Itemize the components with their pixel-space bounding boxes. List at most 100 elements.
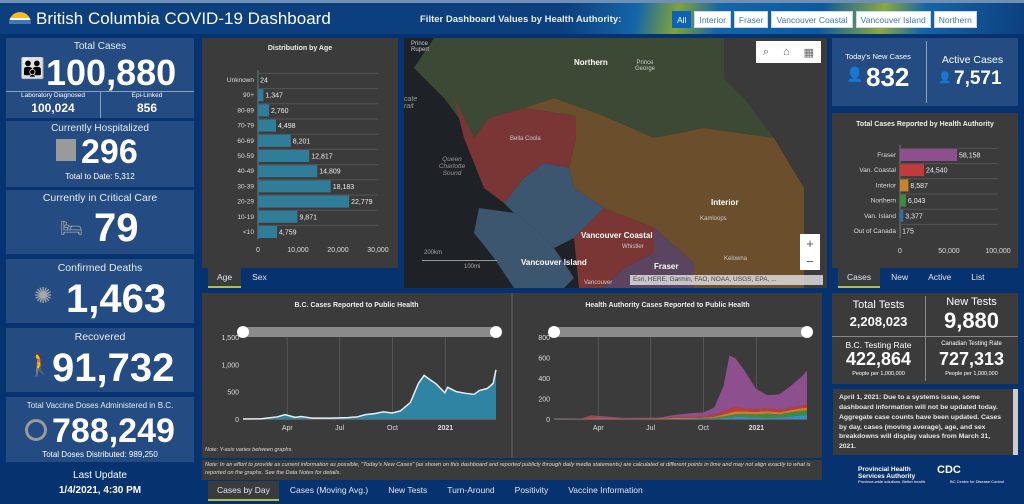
map-attribution[interactable]: Esri, HERE, Garmin, FAO, NOAA, USGS, EPA… bbox=[630, 275, 823, 285]
filter-interior[interactable]: Interior bbox=[694, 11, 731, 28]
y-tick-label: 0 bbox=[235, 417, 239, 424]
x-tick-label: Apr bbox=[593, 425, 605, 432]
bar bbox=[258, 180, 331, 193]
y-tick-label: 1,000 bbox=[221, 362, 239, 369]
category-label: 10-19 bbox=[237, 214, 254, 221]
category-label: 90+ bbox=[243, 92, 254, 99]
x-tick-label: 30,000 bbox=[367, 247, 389, 254]
value-label: 2,760 bbox=[271, 108, 289, 115]
zoom-in-button[interactable]: + bbox=[800, 234, 820, 252]
active-cases-label: Active Cases bbox=[941, 54, 1004, 66]
doses-distributed: Total Doses Distributed: 989,250 bbox=[42, 450, 158, 459]
tab-cases-moving-avg[interactable]: Cases (Moving Avg.) bbox=[289, 485, 369, 495]
total-tests-value: 2,208,023 bbox=[849, 314, 908, 329]
critical-care-card: Currently in Critical Care 🛏 79 bbox=[6, 190, 194, 254]
range-slider-handle bbox=[237, 326, 249, 338]
category-label: Northern bbox=[871, 198, 897, 205]
region-northern-coastal[interactable] bbox=[454, 98, 576, 203]
value-label: 175 bbox=[902, 229, 914, 236]
map-scale-km: 200km bbox=[424, 250, 443, 256]
search-icon[interactable]: ⌕ bbox=[762, 45, 770, 58]
filter-label: Filter Dashboard Values by Health Author… bbox=[420, 14, 622, 25]
x-tick-label: 0 bbox=[256, 247, 260, 254]
tab-vaccine-information[interactable]: Vaccine Information bbox=[568, 485, 643, 495]
age-tabs: Age Sex bbox=[208, 268, 276, 288]
map-label-queen-charlotte: Queen Charlotte Sound bbox=[438, 156, 466, 177]
series-area-northern bbox=[554, 410, 807, 419]
recovered-label: Recovered bbox=[74, 331, 126, 343]
data-note: Note: In an effort to provide as current… bbox=[202, 460, 822, 480]
tab-positivity[interactable]: Positivity bbox=[514, 485, 549, 495]
region-vancouver-coastal[interactable] bbox=[574, 208, 654, 288]
bar bbox=[258, 134, 291, 147]
region-northern[interactable] bbox=[414, 38, 774, 138]
y-tick-label: 0 bbox=[546, 417, 550, 424]
filter-all[interactable]: All bbox=[672, 11, 692, 28]
series-area-interior bbox=[554, 407, 807, 419]
map-label-strait: cate rait bbox=[404, 96, 418, 110]
map-label-vancouver: Vancouver bbox=[584, 280, 613, 286]
home-icon[interactable]: ⌂ bbox=[783, 46, 790, 58]
bar bbox=[258, 119, 276, 132]
bottom-tabs: Cases by Day Cases (Moving Avg.) New Tes… bbox=[208, 481, 652, 501]
chart-title: B.C. Cases Reported to Public Health bbox=[294, 302, 418, 309]
filter-fraser[interactable]: Fraser bbox=[733, 11, 769, 28]
filter-vancouver-coastal[interactable]: Vancouver Coastal bbox=[771, 11, 853, 28]
lab-diagnosed-value: 100,024 bbox=[31, 101, 75, 115]
tab-age[interactable]: Age bbox=[208, 268, 242, 288]
region-van-island[interactable] bbox=[474, 208, 574, 288]
critical-care-label: Currently in Critical Care bbox=[42, 192, 158, 204]
map-label-kamloops: Kamloops bbox=[700, 216, 727, 222]
new-tests-label: New Tests bbox=[946, 296, 997, 308]
region-coastal-mainland[interactable] bbox=[504, 163, 604, 248]
recovered-card: Recovered 🚶 91,732 bbox=[6, 328, 194, 392]
tab-active[interactable]: Active bbox=[928, 272, 952, 282]
tab-sex[interactable]: Sex bbox=[252, 272, 267, 282]
ha-tabs: Cases New Active List bbox=[838, 268, 994, 288]
region-interior[interactable] bbox=[524, 98, 804, 288]
filter-vancouver-island[interactable]: Vancouver Island bbox=[855, 11, 931, 28]
range-slider-handle bbox=[548, 326, 560, 338]
vaccine-value: 788,249 bbox=[52, 412, 175, 450]
bar bbox=[900, 209, 904, 222]
chart-title: Distribution by Age bbox=[268, 45, 332, 52]
category-label: Out of Canada bbox=[854, 228, 897, 235]
category-label: <10 bbox=[243, 229, 254, 236]
vaccine-label: Total Vaccine Doses Administered in B.C. bbox=[26, 401, 174, 410]
tab-cases-by-day[interactable]: Cases by Day bbox=[208, 481, 279, 501]
divider bbox=[926, 41, 927, 103]
x-tick-label: 0 bbox=[898, 248, 902, 255]
region-fraser[interactable] bbox=[604, 228, 694, 288]
zoom-out-button[interactable]: − bbox=[800, 252, 820, 270]
range-slider-track bbox=[554, 327, 807, 337]
y-tick-label: 800 bbox=[538, 335, 550, 342]
vaccine-icon bbox=[25, 419, 47, 441]
value-label: 4,759 bbox=[279, 230, 297, 237]
map[interactable]: Prince Rupert Northern Prince George cat… bbox=[404, 38, 827, 288]
category-label: Interior bbox=[876, 182, 897, 189]
active-cases-value: 7,571 bbox=[954, 68, 1002, 89]
tab-list[interactable]: List bbox=[971, 272, 985, 282]
notice-scrollbar[interactable] bbox=[1013, 389, 1018, 455]
map-label-whistler: Whistler bbox=[622, 244, 644, 250]
tab-cases[interactable]: Cases bbox=[838, 268, 881, 288]
bar bbox=[258, 165, 318, 178]
bar bbox=[258, 150, 310, 162]
bccdc-logo-text: BC Centre for Disease Control bbox=[950, 479, 1005, 484]
deaths-label: Confirmed Deaths bbox=[57, 262, 143, 274]
new-cases-label: Today's New Cases bbox=[845, 52, 911, 61]
phsa-logo-text: Provincial Health Services Authority bbox=[858, 466, 916, 481]
last-update-value: 1/4/2021, 4:30 PM bbox=[58, 485, 142, 496]
tab-new[interactable]: New bbox=[891, 272, 909, 282]
bc-testing-rate-unit: People per 1,000,000 bbox=[852, 371, 905, 377]
bccdc-logo-icon: CDC bbox=[937, 464, 961, 476]
bar bbox=[258, 104, 270, 117]
tab-new-tests[interactable]: New Tests bbox=[388, 485, 428, 495]
category-label: 60-69 bbox=[237, 138, 254, 145]
filter-northern[interactable]: Northern bbox=[933, 11, 977, 28]
basemap-gallery-icon[interactable]: ▦ bbox=[803, 46, 815, 59]
map-scale-bar bbox=[422, 260, 497, 261]
tab-turn-around[interactable]: Turn-Around bbox=[447, 485, 495, 495]
value-label: 1,347 bbox=[265, 93, 283, 100]
value-label: 6,043 bbox=[908, 198, 926, 205]
